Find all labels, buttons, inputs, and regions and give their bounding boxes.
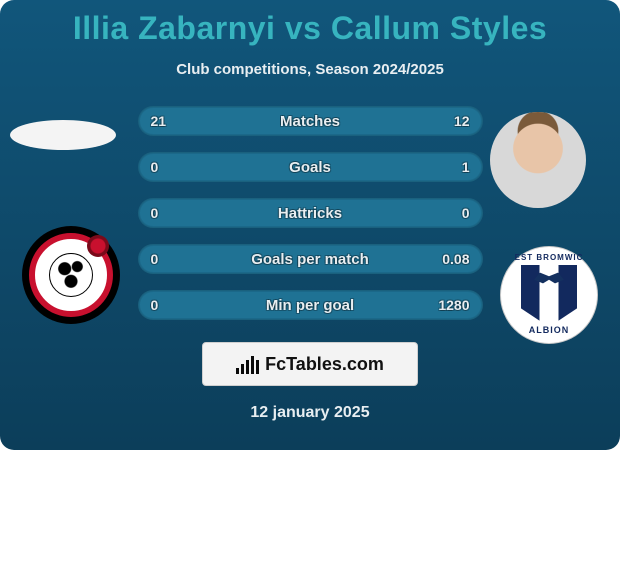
stat-row: 0 Min per goal 1280: [138, 290, 483, 320]
stat-row: 0 Goals per match 0.08: [138, 244, 483, 274]
subtitle: Club competitions, Season 2024/2025: [0, 61, 620, 78]
wba-shield-icon: [521, 265, 577, 327]
player-photo-left: [10, 120, 116, 150]
stat-value-right: 0.08: [442, 251, 469, 267]
stat-value-left: 0: [151, 251, 159, 267]
club-badge-left: [22, 226, 120, 324]
stat-row: 0 Goals 1: [138, 152, 483, 182]
stat-label: Goals per match: [251, 251, 369, 268]
wba-arc-text-top: EST BROMWIC: [501, 253, 597, 262]
stat-value-right: 1: [462, 159, 470, 175]
player-photo-right: [490, 112, 586, 208]
stat-value-right: 12: [454, 113, 470, 129]
bournemouth-ball-icon: [49, 253, 93, 297]
stat-row: 21 Matches 12: [138, 106, 483, 136]
footer-site-name: FcTables.com: [265, 354, 384, 375]
fctables-bars-icon: [236, 354, 259, 374]
comparison-card: Illia Zabarnyi vs Callum Styles Club com…: [0, 0, 620, 450]
stat-value-left: 0: [151, 205, 159, 221]
bournemouth-rose-icon: [87, 235, 109, 257]
date-caption: 12 january 2025: [0, 404, 620, 422]
club-badge-right: EST BROMWIC ALBION: [500, 246, 598, 344]
stat-value-left: 0: [151, 297, 159, 313]
stat-row: 0 Hattricks 0: [138, 198, 483, 228]
wba-arc-text-bottom: ALBION: [501, 325, 597, 335]
stat-value-right: 1280: [438, 297, 469, 313]
stat-value-left: 0: [151, 159, 159, 175]
stat-label: Hattricks: [278, 205, 342, 222]
stat-label: Min per goal: [266, 297, 354, 314]
stat-label: Matches: [280, 113, 340, 130]
page-title: Illia Zabarnyi vs Callum Styles: [0, 0, 620, 47]
player-face-placeholder: [490, 112, 586, 208]
content-area: EST BROMWIC ALBION 21 Matches 12 0 Goals…: [0, 106, 620, 422]
stat-value-left: 21: [151, 113, 167, 129]
stats-rows: 21 Matches 12 0 Goals 1 0 Hattricks 0 0 …: [138, 106, 483, 320]
stat-value-right: 0: [462, 205, 470, 221]
stat-label: Goals: [289, 159, 331, 176]
footer-logo-box: FcTables.com: [202, 342, 418, 386]
wba-throstle-icon: [534, 269, 564, 287]
